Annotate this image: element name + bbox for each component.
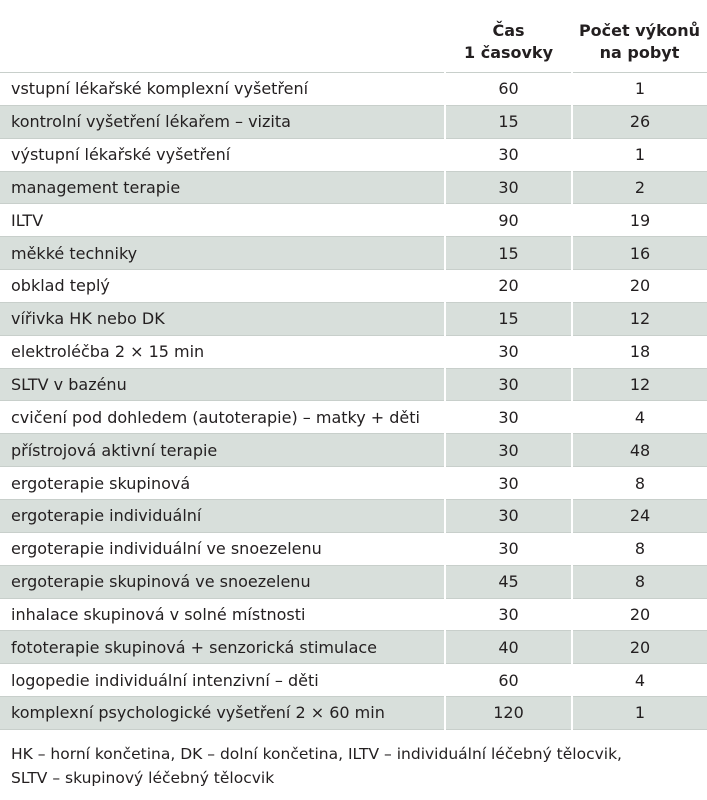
- table-row: ergoterapie individuální ve snoezelenu 30…: [0, 531, 707, 566]
- time-cell: 40: [444, 630, 572, 664]
- table-row: logopedie individuální intenzivní – děti…: [0, 663, 707, 697]
- table-row: ergoterapie skupinová 30 8: [0, 466, 707, 500]
- time-cell: 45: [444, 564, 572, 598]
- table-row: výstupní lékařské vyšetření 30 1: [0, 137, 707, 172]
- time-cell: 30: [444, 466, 572, 500]
- count-cell: 16: [571, 236, 707, 270]
- procedure-cell: ergoterapie individuální: [0, 498, 445, 533]
- table-row: cvičení pod dohledem (autoterapie) – mat…: [0, 400, 707, 434]
- table-row: komplexní psychologické vyšetření 2 × 60…: [0, 696, 707, 730]
- procedure-cell: SLTV v bazénu: [0, 367, 445, 401]
- procedure-cell: ergoterapie skupinová ve snoezelenu: [0, 564, 445, 598]
- table-row: elektroléčba 2 × 15 min 30 18: [0, 334, 707, 369]
- count-cell: 1: [571, 72, 707, 106]
- time-cell: 120: [444, 696, 572, 730]
- count-cell: 24: [571, 498, 707, 533]
- time-cell: 30: [444, 137, 572, 172]
- procedure-cell: měkké techniky: [0, 236, 445, 270]
- procedure-cell: ergoterapie skupinová: [0, 466, 445, 500]
- time-cell: 30: [444, 531, 572, 566]
- header-time: Čas 1 časovky: [445, 20, 572, 64]
- header-line: na pobyt: [599, 43, 680, 62]
- count-cell: 18: [571, 334, 707, 369]
- table: vstupní lékařské komplexní vyšetření 60 1 k…: [0, 72, 707, 730]
- count-cell: 20: [571, 597, 707, 631]
- time-cell: 30: [444, 170, 572, 204]
- count-cell: 1: [571, 696, 707, 730]
- time-cell: 30: [444, 433, 572, 467]
- time-cell: 30: [444, 367, 572, 401]
- count-cell: 12: [571, 367, 707, 401]
- count-cell: 4: [571, 400, 707, 434]
- procedure-cell: vstupní lékařské komplexní vyšetření: [0, 72, 445, 106]
- procedure-cell: ILTV: [0, 203, 445, 237]
- count-cell: 20: [571, 269, 707, 303]
- footnote-line: HK – horní končetina, DK – dolní končeti…: [11, 745, 622, 763]
- table-row: kontrolní vyšetření lékařem – vizita 15 26: [0, 104, 707, 139]
- footnote-line: SLTV – skupinový léčebný tělocvik: [11, 769, 275, 787]
- table-row: vstupní lékařské komplexní vyšetření 60 1: [0, 72, 707, 106]
- count-cell: 20: [571, 630, 707, 664]
- procedure-cell: obklad teplý: [0, 269, 445, 303]
- count-cell: 26: [571, 104, 707, 139]
- procedure-cell: výstupní lékařské vyšetření: [0, 137, 445, 172]
- table-row: přístrojová aktivní terapie 30 48: [0, 433, 707, 467]
- time-cell: 30: [444, 597, 572, 631]
- procedure-cell: kontrolní vyšetření lékařem – vizita: [0, 104, 445, 139]
- table-row: fototerapie skupinová + senzorická stimu…: [0, 630, 707, 664]
- time-cell: 30: [444, 334, 572, 369]
- procedure-cell: cvičení pod dohledem (autoterapie) – mat…: [0, 400, 445, 434]
- procedure-cell: ergoterapie individuální ve snoezelenu: [0, 531, 445, 566]
- time-cell: 60: [444, 663, 572, 697]
- table-row: inhalace skupinová v solné místnosti 30 20: [0, 597, 707, 631]
- table-row: ergoterapie skupinová ve snoezelenu 45 8: [0, 564, 707, 598]
- table-header: Čas 1 časovky Počet výkonů na pobyt: [0, 0, 707, 72]
- procedure-cell: logopedie individuální intenzivní – děti: [0, 663, 445, 697]
- time-cell: 90: [444, 203, 572, 237]
- table-row: obklad teplý 20 20: [0, 269, 707, 303]
- time-cell: 15: [444, 301, 572, 336]
- count-cell: 8: [571, 531, 707, 566]
- time-cell: 30: [444, 400, 572, 434]
- procedure-cell: přístrojová aktivní terapie: [0, 433, 445, 467]
- table-row: ILTV 90 19: [0, 203, 707, 237]
- count-cell: 48: [571, 433, 707, 467]
- table-body: vstupní lékařské komplexní vyšetření 60 1 k…: [0, 72, 707, 730]
- time-cell: 30: [444, 498, 572, 533]
- count-cell: 12: [571, 301, 707, 336]
- procedure-cell: vířivka HK nebo DK: [0, 301, 445, 336]
- header-line: Čas: [492, 21, 525, 40]
- count-cell: 4: [571, 663, 707, 697]
- header-line: 1 časovky: [464, 43, 553, 62]
- procedure-cell: inhalace skupinová v solné místnosti: [0, 597, 445, 631]
- time-cell: 15: [444, 236, 572, 270]
- procedure-cell: komplexní psychologické vyšetření 2 × 60…: [0, 696, 445, 730]
- header-count: Počet výkonů na pobyt: [572, 20, 707, 64]
- count-cell: 8: [571, 564, 707, 598]
- table-row: SLTV v bazénu 30 12: [0, 367, 707, 401]
- time-cell: 15: [444, 104, 572, 139]
- table-row: vířivka HK nebo DK 15 12: [0, 301, 707, 336]
- count-cell: 19: [571, 203, 707, 237]
- procedure-cell: management terapie: [0, 170, 445, 204]
- footnote: HK – horní končetina, DK – dolní končeti…: [11, 742, 622, 790]
- procedure-cell: fototerapie skupinová + senzorická stimu…: [0, 630, 445, 664]
- procedure-cell: elektroléčba 2 × 15 min: [0, 334, 445, 369]
- count-cell: 2: [571, 170, 707, 204]
- count-cell: 8: [571, 466, 707, 500]
- table-row: ergoterapie individuální 30 24: [0, 498, 707, 533]
- time-cell: 20: [444, 269, 572, 303]
- time-cell: 60: [444, 72, 572, 106]
- table-row: management terapie 30 2: [0, 170, 707, 204]
- count-cell: 1: [571, 137, 707, 172]
- header-line: Počet výkonů: [578, 21, 701, 40]
- table-row: měkké techniky 15 16: [0, 236, 707, 270]
